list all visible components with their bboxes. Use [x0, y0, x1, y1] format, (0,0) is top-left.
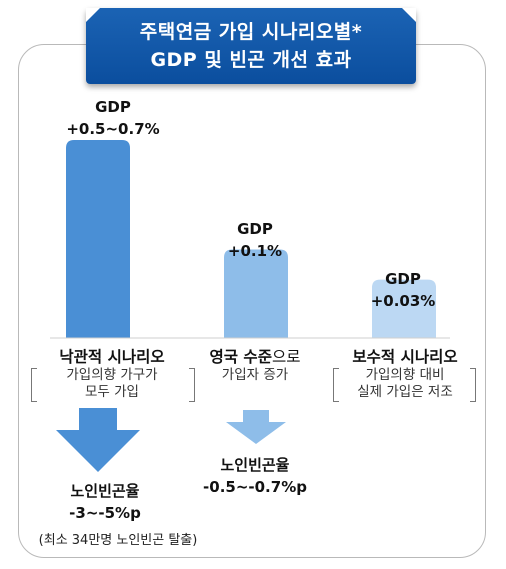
- poverty-note: (최소 34만명 노인빈곤 탈출): [38, 533, 198, 548]
- bracket-right: [470, 368, 476, 402]
- scenario-title-optimistic: 낙관적 시나리오: [28, 345, 196, 367]
- poverty-value: -3~-5%p: [69, 504, 141, 522]
- scenario-title-uk: 영국 수준으로: [180, 345, 330, 367]
- scenario-desc-line-1: 가입의향 대비: [365, 367, 445, 383]
- bar-label-optimistic: GDP +0.5~0.7%: [48, 96, 178, 140]
- chart-title-line-2: GDP 및 빈곤 개선 효과: [150, 49, 352, 71]
- scenario-desc-conservative: 가입의향 대비 실제 가입은 저조: [336, 367, 474, 401]
- down-arrow-small-icon: [226, 410, 286, 444]
- scenario-desc-line-1: 가입의향 가구가: [66, 367, 158, 383]
- poverty-label: 노인빈곤율: [220, 456, 290, 474]
- bar-value-label: +0.03%: [370, 292, 436, 310]
- bar-label-gdp: GDP: [237, 220, 273, 238]
- scenario-title-suffix: 으로: [271, 348, 301, 366]
- poverty-effect-optimistic: 노인빈곤율 -3~-5%p: [40, 480, 170, 524]
- scenario-desc-line-2: 실제 가입은 저조: [357, 384, 453, 400]
- bracket-left: [31, 368, 37, 402]
- bar-conservative: [372, 279, 436, 338]
- scenario-desc-optimistic: 가입의향 가구가 모두 가입: [36, 367, 188, 401]
- bar-label-gdp: GDP: [95, 98, 131, 116]
- poverty-value: -0.5~-0.7%p: [203, 478, 307, 496]
- bracket-left: [333, 368, 339, 402]
- scenario-desc-uk: 가입자 증가: [180, 367, 330, 384]
- scenario-title-text: 낙관적 시나리오: [59, 348, 165, 366]
- scenario-title-conservative: 보수적 시나리오: [330, 345, 480, 367]
- bar-label-uk: GDP +0.1%: [190, 218, 320, 262]
- bar-value-label: +0.5~0.7%: [66, 120, 160, 138]
- chart-title-line-1: 주택연금 가입 시나리오별*: [139, 21, 363, 43]
- chart-title-box: 주택연금 가입 시나리오별* GDP 및 빈곤 개선 효과: [86, 8, 416, 84]
- scenario-title-text: 영국 수준: [209, 348, 272, 366]
- bar-label-gdp: GDP: [385, 270, 421, 288]
- bar-value-label: +0.1%: [227, 242, 283, 260]
- bracket-right: [189, 368, 195, 402]
- scenario-desc-line-1: 가입자 증가: [221, 367, 289, 383]
- scenario-title-text: 보수적 시나리오: [352, 348, 458, 366]
- bar-label-conservative: GDP +0.03%: [338, 268, 468, 312]
- poverty-label: 노인빈곤율: [70, 482, 140, 500]
- down-arrow-large-icon: [56, 408, 140, 472]
- bar-optimistic: [66, 140, 130, 338]
- poverty-effect-uk: 노인빈곤율 -0.5~-0.7%p: [180, 454, 330, 498]
- scenario-desc-line-2: 모두 가입: [85, 384, 139, 400]
- bar-uk: [224, 249, 288, 338]
